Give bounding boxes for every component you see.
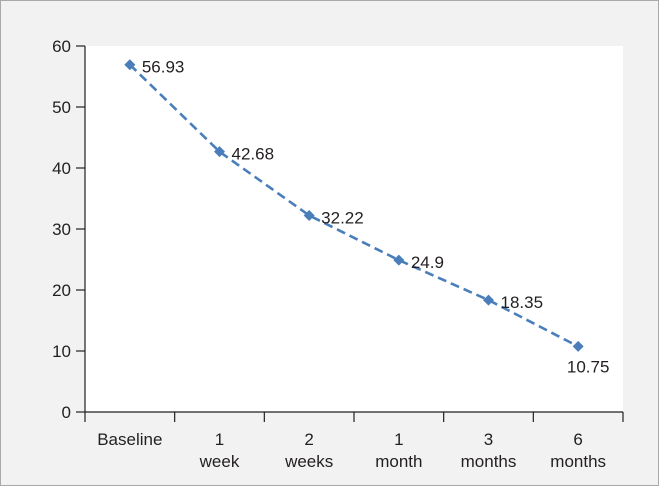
data-label: 18.35 [501,293,544,312]
data-point-marker [124,59,136,71]
x-tick-label-line: months [550,452,606,471]
data-point-marker [572,340,584,352]
y-tick-label: 10 [52,342,71,361]
series-line [128,63,579,348]
data-point-marker [393,254,405,266]
data-point-marker [483,294,494,306]
y-tick-label: 30 [52,220,71,239]
y-tick-label: 60 [52,37,71,56]
x-tick-label-line: week [199,452,240,471]
data-label: 24.9 [411,253,444,272]
x-tick-label-line: 1 [215,430,224,449]
data-label: 10.75 [567,357,610,376]
y-tick-label: 40 [52,159,71,178]
data-point-marker [303,209,315,221]
x-tick-label: 3 months [461,430,517,471]
data-label: 56.93 [142,58,185,77]
y-tick-label: 50 [52,98,71,117]
x-tick-label-line: Baseline [97,430,162,449]
x-tick-label-line: 1 [394,430,403,449]
x-tick-label-line: month [375,452,422,471]
x-tick-label-line: 2 [304,430,313,449]
x-tick-label-line: 3 [484,430,493,449]
x-tick-label-line: 6 [573,430,582,449]
x-tick-label: 1 month [375,430,422,471]
data-point-marker [214,146,225,158]
x-tick-label: 2 weeks [284,430,333,471]
x-tick-label: 6 months [550,430,606,471]
x-tick-label: Baseline [97,430,162,449]
x-tick-label-line: weeks [284,452,333,471]
data-label: 32.22 [321,208,364,227]
x-tick-label: 1 week [199,430,240,471]
x-tick-label-line: months [461,452,517,471]
y-tick-label: 20 [52,281,71,300]
y-tick-label: 0 [62,403,71,422]
data-label: 42.68 [232,145,275,164]
